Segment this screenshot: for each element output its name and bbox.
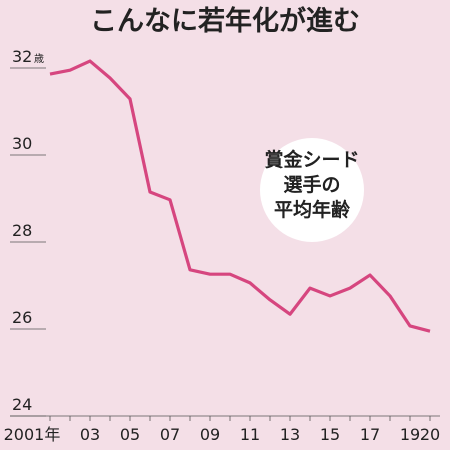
x-tick-label: 2001年	[4, 425, 61, 444]
x-tick-label: 17	[360, 425, 380, 444]
line	[49, 59, 431, 333]
chart-title: こんなに若年化が進む	[90, 5, 360, 37]
y-tick-label: 30	[12, 134, 32, 153]
annotation: 選手の	[283, 173, 340, 196]
x-tick-label: 09	[200, 425, 220, 444]
y-tick-label: 24	[12, 395, 32, 414]
x-tick-label: 15	[320, 425, 340, 444]
y-tick-label: 28	[12, 221, 32, 240]
y-tick-label: 32	[12, 47, 32, 66]
x-tick-label: 07	[160, 425, 180, 444]
x-tick-label: 20	[420, 425, 440, 444]
x-tick-label: 03	[80, 425, 100, 444]
x-tick-label: 13	[280, 425, 300, 444]
y-tick-label: 26	[12, 308, 32, 327]
annotation: 平均年齢	[274, 198, 351, 221]
x-tick-label: 05	[120, 425, 140, 444]
annotation: 賞金シード	[264, 148, 359, 171]
annotation-circle	[260, 138, 364, 242]
y-unit: 歳	[34, 53, 44, 65]
x-tick-label: 11	[240, 425, 260, 444]
x-tick-label: 19	[400, 425, 420, 444]
